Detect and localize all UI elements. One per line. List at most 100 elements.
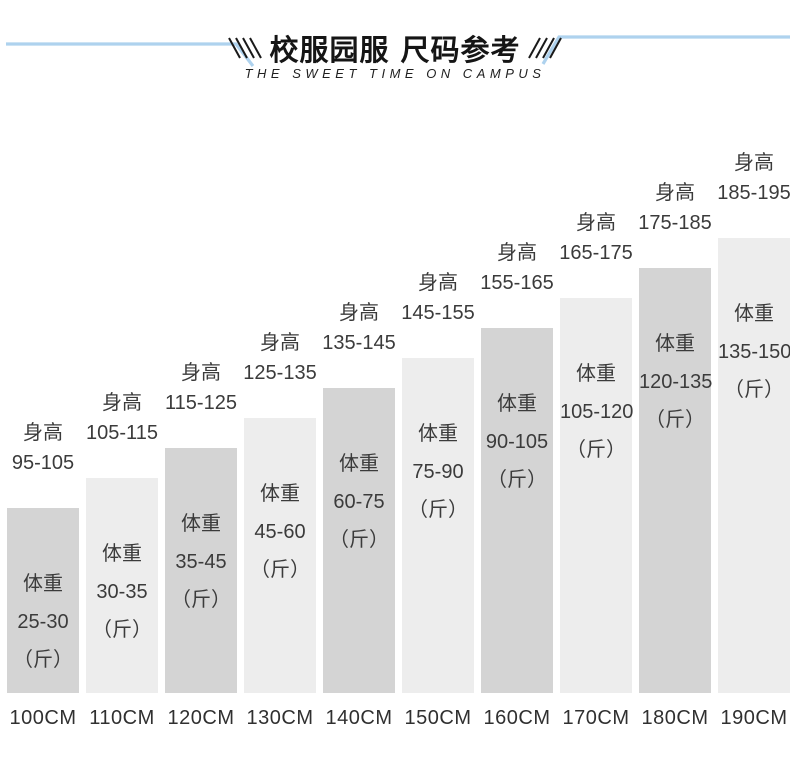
size-bar: 体重 90-105 （斤） xyxy=(481,328,553,693)
height-range-value: 115-125 xyxy=(165,392,237,414)
size-column: 身高 105-115 体重 30-35 （斤） 110CM xyxy=(86,388,158,730)
height-range-value: 165-175 xyxy=(559,242,633,264)
size-column: 身高 95-105 体重 25-30 （斤） 100CM xyxy=(7,418,79,730)
height-label: 身高 175-185 xyxy=(638,178,711,238)
size-bar: 体重 45-60 （斤） xyxy=(244,418,316,693)
weight-unit-label: （斤） xyxy=(171,589,231,611)
size-column: 身高 185-195 体重 135-150 （斤） 190CM xyxy=(717,148,790,730)
header-accent-lines xyxy=(6,35,790,67)
height-label-title: 身高 xyxy=(101,392,142,414)
height-label: 身高 165-175 xyxy=(559,208,632,268)
weight-unit-label: （斤） xyxy=(724,379,784,401)
size-category-label: 100CM xyxy=(9,707,77,729)
size-bar: 体重 35-45 （斤） xyxy=(165,448,237,693)
weight-label-title: 体重 xyxy=(497,393,537,415)
weight-unit-label: （斤） xyxy=(408,499,468,521)
height-label-title: 身高 xyxy=(576,212,616,234)
weight-range-value: 120-135 xyxy=(639,371,713,393)
size-bar: 体重 120-135 （斤） xyxy=(639,268,713,693)
size-category-label: 160CM xyxy=(483,707,551,729)
weight-range-value: 135-150 xyxy=(718,341,790,363)
height-label: 身高 125-135 xyxy=(243,328,316,388)
weight-label-title: 体重 xyxy=(418,423,458,445)
weight-label-title: 体重 xyxy=(339,453,379,475)
weight-range-value: 75-90 xyxy=(412,461,464,483)
height-label: 身高 95-105 xyxy=(12,418,74,478)
weight-label-title: 体重 xyxy=(102,543,142,565)
height-label-title: 身高 xyxy=(260,332,300,354)
height-label-title: 身高 xyxy=(655,182,695,204)
size-bar: 体重 25-30 （斤） xyxy=(7,508,79,693)
weight-range-value: 60-75 xyxy=(333,491,385,513)
size-category-label: 120CM xyxy=(167,707,235,729)
size-column: 身高 115-125 体重 35-45 （斤） 120CM xyxy=(165,358,237,730)
size-category-label: 180CM xyxy=(641,707,709,729)
height-label: 身高 185-195 xyxy=(717,148,790,208)
size-bar: 体重 105-120 （斤） xyxy=(560,298,634,693)
weight-unit-label: （斤） xyxy=(487,469,547,491)
size-column: 身高 175-185 体重 120-135 （斤） 180CM xyxy=(638,178,713,730)
weight-unit-label: （斤） xyxy=(329,529,389,551)
size-category-label: 150CM xyxy=(404,707,472,729)
size-bar: 体重 30-35 （斤） xyxy=(86,478,158,693)
size-column: 身高 145-155 体重 75-90 （斤） 150CM xyxy=(401,268,474,730)
weight-range-value: 35-45 xyxy=(175,551,227,573)
weight-label-title: 体重 xyxy=(734,303,774,325)
right-accent-line xyxy=(541,35,790,65)
height-range-value: 135-145 xyxy=(322,332,396,354)
page-subtitle: THE SWEET TIME ON CAMPUS xyxy=(244,66,546,81)
weight-unit-label: （斤） xyxy=(13,649,73,671)
weight-label-title: 体重 xyxy=(260,483,300,505)
weight-range-value: 25-30 xyxy=(17,611,69,633)
height-range-value: 125-135 xyxy=(243,362,317,384)
weight-range-value: 30-35 xyxy=(96,581,148,603)
height-label-title: 身高 xyxy=(180,362,221,384)
size-bar: 体重 135-150 （斤） xyxy=(718,238,790,693)
weight-range-value: 90-105 xyxy=(485,431,549,453)
height-label-title: 身高 xyxy=(23,422,63,444)
height-range-value: 175-185 xyxy=(638,212,712,234)
size-bar: 体重 60-75 （斤） xyxy=(323,388,395,693)
weight-unit-label: （斤） xyxy=(645,409,705,431)
height-label-title: 身高 xyxy=(418,272,458,294)
size-column: 身高 155-165 体重 90-105 （斤） 160CM xyxy=(480,238,553,730)
size-category-label: 190CM xyxy=(720,707,788,729)
size-category-label: 110CM xyxy=(89,707,155,729)
size-bar-chart: 身高 95-105 体重 25-30 （斤） 100CM 身高 105-115 … xyxy=(7,148,790,730)
size-column: 身高 125-135 体重 45-60 （斤） 130CM xyxy=(243,328,316,730)
height-label: 身高 135-145 xyxy=(322,298,395,358)
size-category-label: 170CM xyxy=(562,707,630,729)
size-bar: 体重 75-90 （斤） xyxy=(402,358,474,693)
height-range-value: 185-195 xyxy=(717,182,790,204)
slash-marks-icon xyxy=(527,37,562,59)
height-range-value: 155-165 xyxy=(480,272,554,294)
height-label: 身高 105-115 xyxy=(86,388,158,448)
height-label-title: 身高 xyxy=(339,302,379,324)
weight-range-value: 105-120 xyxy=(560,401,634,423)
height-label: 身高 155-165 xyxy=(480,238,553,298)
weight-label-title: 体重 xyxy=(655,333,695,355)
header: 校服园服 尺码参考 THE SWEET TIME ON CAMPUS xyxy=(0,0,790,100)
weight-label-title: 体重 xyxy=(576,363,616,385)
weight-label-title: 体重 xyxy=(23,573,63,595)
size-category-label: 140CM xyxy=(325,707,393,729)
height-range-value: 145-155 xyxy=(401,302,475,324)
weight-unit-label: （斤） xyxy=(250,559,310,581)
size-column: 身高 165-175 体重 105-120 （斤） 170CM xyxy=(559,208,634,730)
backslash-marks-icon xyxy=(228,37,263,59)
size-column: 身高 135-145 体重 60-75 （斤） 140CM xyxy=(322,298,395,730)
height-label-title: 身高 xyxy=(734,152,774,174)
weight-unit-label: （斤） xyxy=(566,439,626,461)
title-row: 校服园服 尺码参考 xyxy=(0,30,790,67)
height-label: 身高 115-125 xyxy=(165,358,237,418)
weight-range-value: 45-60 xyxy=(254,521,306,543)
page-title: 校服园服 尺码参考 xyxy=(269,33,521,67)
size-category-label: 130CM xyxy=(246,707,314,729)
height-label-title: 身高 xyxy=(497,242,537,264)
weight-unit-label: （斤） xyxy=(92,619,152,641)
left-accent-line xyxy=(6,42,255,67)
height-range-value: 105-115 xyxy=(86,422,158,444)
height-label: 身高 145-155 xyxy=(401,268,474,328)
height-range-value: 95-105 xyxy=(11,452,75,474)
weight-label-title: 体重 xyxy=(181,513,221,535)
